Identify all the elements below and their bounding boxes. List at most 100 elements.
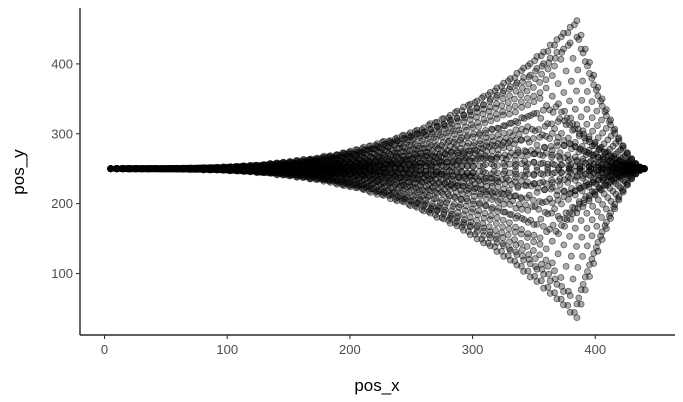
data-point	[493, 115, 501, 122]
data-point	[517, 194, 525, 201]
data-point	[477, 155, 485, 162]
data-point	[486, 216, 494, 224]
data-point	[539, 178, 547, 186]
data-point	[473, 113, 481, 121]
data-point	[583, 105, 591, 113]
data-point	[544, 262, 552, 270]
data-point	[583, 120, 591, 128]
data-point	[539, 199, 546, 207]
data-point	[506, 238, 513, 246]
data-point	[512, 87, 520, 95]
y-tick-label: 100	[51, 266, 73, 281]
data-point	[538, 70, 545, 78]
data-point	[536, 94, 544, 102]
data-point	[519, 78, 526, 85]
data-point	[598, 213, 605, 221]
data-point	[487, 117, 495, 125]
data-point	[573, 242, 580, 250]
data-point	[471, 149, 479, 157]
data-point	[537, 52, 545, 60]
data-point	[518, 103, 525, 111]
data-point	[511, 102, 519, 110]
data-point	[615, 196, 623, 204]
data-point	[579, 252, 586, 260]
data-point	[437, 183, 445, 190]
data-point	[553, 191, 561, 199]
data-point	[495, 204, 503, 212]
data-point	[501, 208, 509, 216]
data-point	[200, 166, 208, 174]
data-point	[526, 273, 534, 281]
data-point	[548, 170, 556, 178]
data-point	[548, 151, 556, 159]
data-point	[470, 130, 477, 138]
data-point	[462, 175, 470, 183]
data-point	[533, 141, 541, 149]
data-point	[577, 113, 585, 121]
data-point	[536, 79, 544, 86]
x-tick-label: 300	[462, 342, 484, 357]
data-point	[533, 188, 541, 196]
data-point	[187, 166, 195, 173]
data-point	[499, 216, 507, 224]
data-point	[428, 130, 436, 138]
data-point	[505, 110, 513, 118]
data-point	[594, 247, 602, 255]
data-point	[446, 219, 454, 227]
data-point	[428, 147, 436, 155]
data-point	[490, 162, 498, 170]
data-point	[493, 214, 501, 222]
data-point	[558, 169, 565, 177]
data-point	[500, 122, 508, 129]
data-point	[566, 308, 574, 316]
data-point	[502, 195, 510, 203]
data-point	[418, 179, 426, 187]
data-point	[267, 169, 274, 177]
data-point	[561, 154, 568, 162]
data-point	[509, 197, 517, 205]
data-point	[588, 98, 596, 105]
data-point	[488, 204, 496, 211]
data-point	[113, 165, 121, 173]
data-point	[530, 231, 538, 239]
data-point	[518, 84, 526, 92]
data-point	[493, 153, 501, 161]
data-point	[524, 234, 531, 241]
data-point	[573, 33, 581, 41]
data-point	[506, 92, 513, 100]
data-point	[546, 289, 554, 297]
data-point	[560, 188, 568, 196]
data-point	[560, 89, 568, 96]
data-point	[473, 235, 481, 243]
data-point	[545, 59, 553, 67]
data-point	[504, 189, 512, 197]
data-point	[486, 242, 494, 250]
data-point	[427, 141, 435, 149]
data-point	[522, 201, 530, 209]
data-point	[518, 125, 526, 133]
data-point	[488, 141, 496, 149]
data-point	[553, 280, 561, 288]
data-point	[346, 183, 354, 191]
data-point	[420, 207, 428, 215]
data-point	[540, 284, 547, 292]
data-point	[540, 270, 547, 278]
data-point	[530, 150, 538, 158]
data-point	[133, 165, 141, 173]
data-point	[446, 143, 454, 151]
data-point	[583, 209, 591, 217]
data-point	[530, 92, 538, 100]
data-point	[548, 237, 556, 245]
data-point	[571, 224, 579, 232]
data-point	[578, 187, 586, 195]
data-point	[517, 91, 525, 99]
data-point	[173, 165, 181, 173]
data-point	[562, 67, 570, 75]
data-point	[542, 245, 550, 253]
data-point	[548, 120, 555, 128]
data-point	[525, 138, 533, 146]
data-point	[564, 179, 572, 186]
data-point	[227, 167, 234, 175]
data-point	[536, 240, 544, 248]
data-point	[541, 186, 549, 194]
